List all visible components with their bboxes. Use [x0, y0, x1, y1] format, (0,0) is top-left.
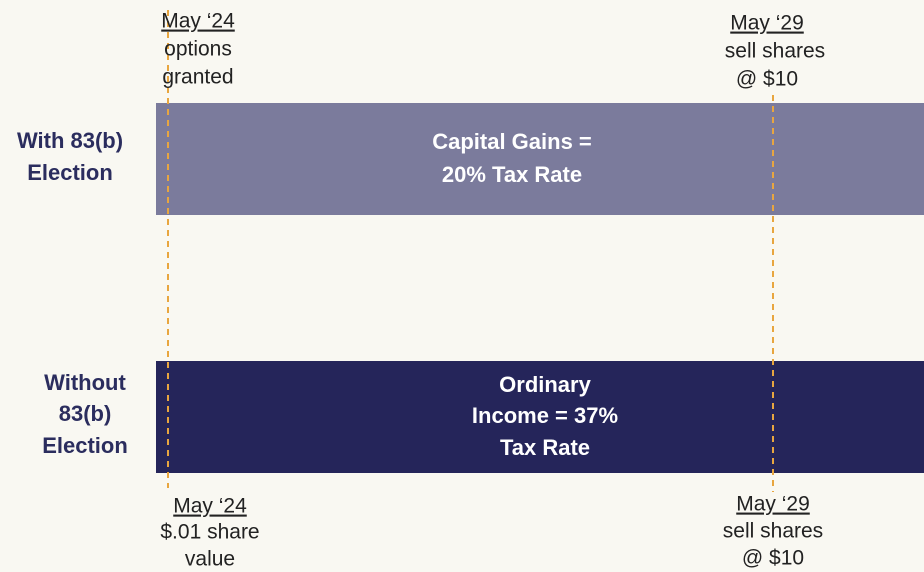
marker-date: May ‘24: [173, 495, 247, 518]
row-label: 83(b): [59, 401, 112, 426]
bar-text: 20% Tax Rate: [442, 162, 582, 187]
marker-text: value: [185, 548, 235, 571]
marker-text: granted: [162, 66, 233, 89]
bar-text: Income = 37%: [472, 403, 618, 428]
marker-text: options: [164, 38, 232, 61]
marker-text: sell shares: [723, 520, 823, 543]
marker-text: sell shares: [725, 40, 825, 63]
row-label: With 83(b): [17, 128, 123, 153]
ordinary-income-bar: [156, 361, 924, 473]
marker-text: $.01 share: [160, 521, 259, 544]
marker-text: @ $10: [736, 68, 798, 91]
marker-date: May ‘29: [730, 12, 804, 35]
row-label: Election: [27, 160, 113, 185]
bar-text: Tax Rate: [500, 435, 590, 460]
marker-text: @ $10: [742, 547, 804, 570]
bar-text: Ordinary: [499, 372, 591, 397]
bar-text: Capital Gains =: [432, 129, 592, 154]
marker-date: May ‘29: [736, 493, 810, 516]
marker-date: May ‘24: [161, 10, 235, 33]
capital-gains-bar: [156, 103, 924, 215]
row-label: Without: [44, 370, 126, 395]
row-label: Election: [42, 433, 128, 458]
